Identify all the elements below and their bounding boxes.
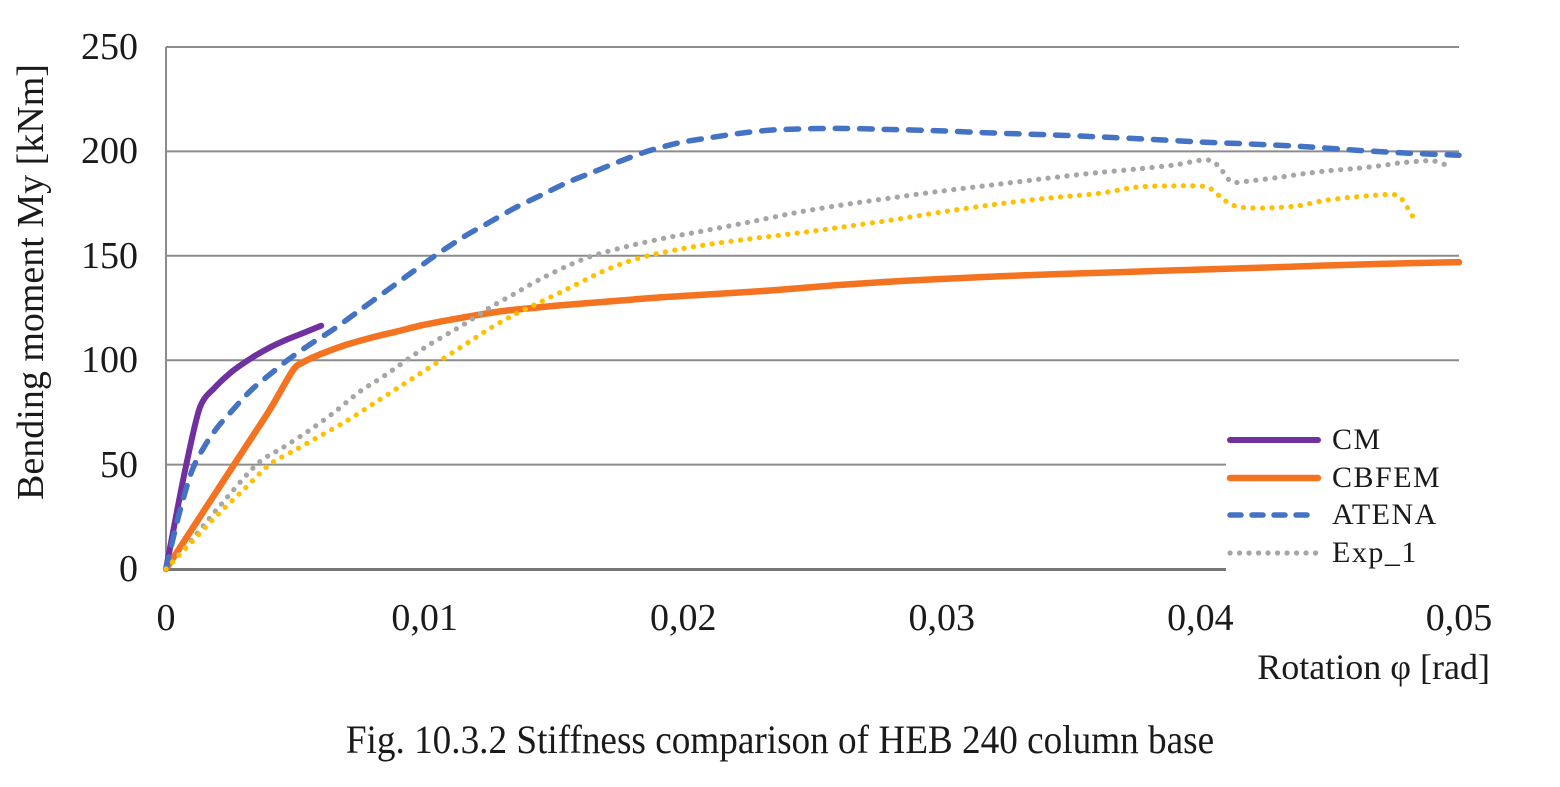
series-ATENA — [163, 125, 1462, 572]
figure-caption: Fig. 10.3.2 Stiffness comparison of HEB … — [345, 717, 1215, 762]
x-axis-title: Rotation φ [rad] — [1257, 647, 1490, 687]
legend-label: CBFEM — [1332, 460, 1442, 494]
legend-line-sample — [1227, 512, 1321, 519]
x-tick-label: 0 — [156, 597, 176, 639]
legend-line-sample — [1227, 436, 1321, 443]
legend-label: CM — [1332, 422, 1382, 456]
y-tick-label: 0 — [119, 548, 138, 590]
x-tick-label: 0,05 — [1425, 597, 1493, 639]
x-tick-label: 0,04 — [1167, 597, 1234, 639]
x-tick-label: 0,01 — [391, 597, 458, 639]
legend-line-sample — [1226, 474, 1322, 481]
y-tick-label: 250 — [81, 26, 138, 68]
x-tick-label: 0,03 — [908, 597, 976, 639]
legend-item-Exp_1: Exp_1 — [1226, 535, 1462, 571]
legend: CM CBFEM ATENA Exp_1 — [1226, 421, 1462, 572]
legend-item-ATENA: ATENA — [1226, 497, 1462, 533]
x-tick-label: 0,02 — [649, 597, 717, 639]
series-CBFEM — [162, 258, 1463, 573]
series-CM — [163, 322, 325, 572]
legend-item-CBFEM: CBFEM — [1226, 460, 1462, 496]
legend-item-CM: CM — [1226, 422, 1462, 458]
y-tick-label: 200 — [81, 130, 138, 173]
legend-label: ATENA — [1332, 498, 1438, 532]
y-tick-label: 100 — [81, 339, 138, 382]
legend-label: Exp_1 — [1332, 536, 1418, 570]
series-unlabeled-yellow — [163, 183, 1416, 572]
legend-line-sample — [1227, 550, 1321, 556]
y-tick-label: 50 — [100, 443, 138, 486]
y-tick-label: 150 — [81, 234, 138, 277]
